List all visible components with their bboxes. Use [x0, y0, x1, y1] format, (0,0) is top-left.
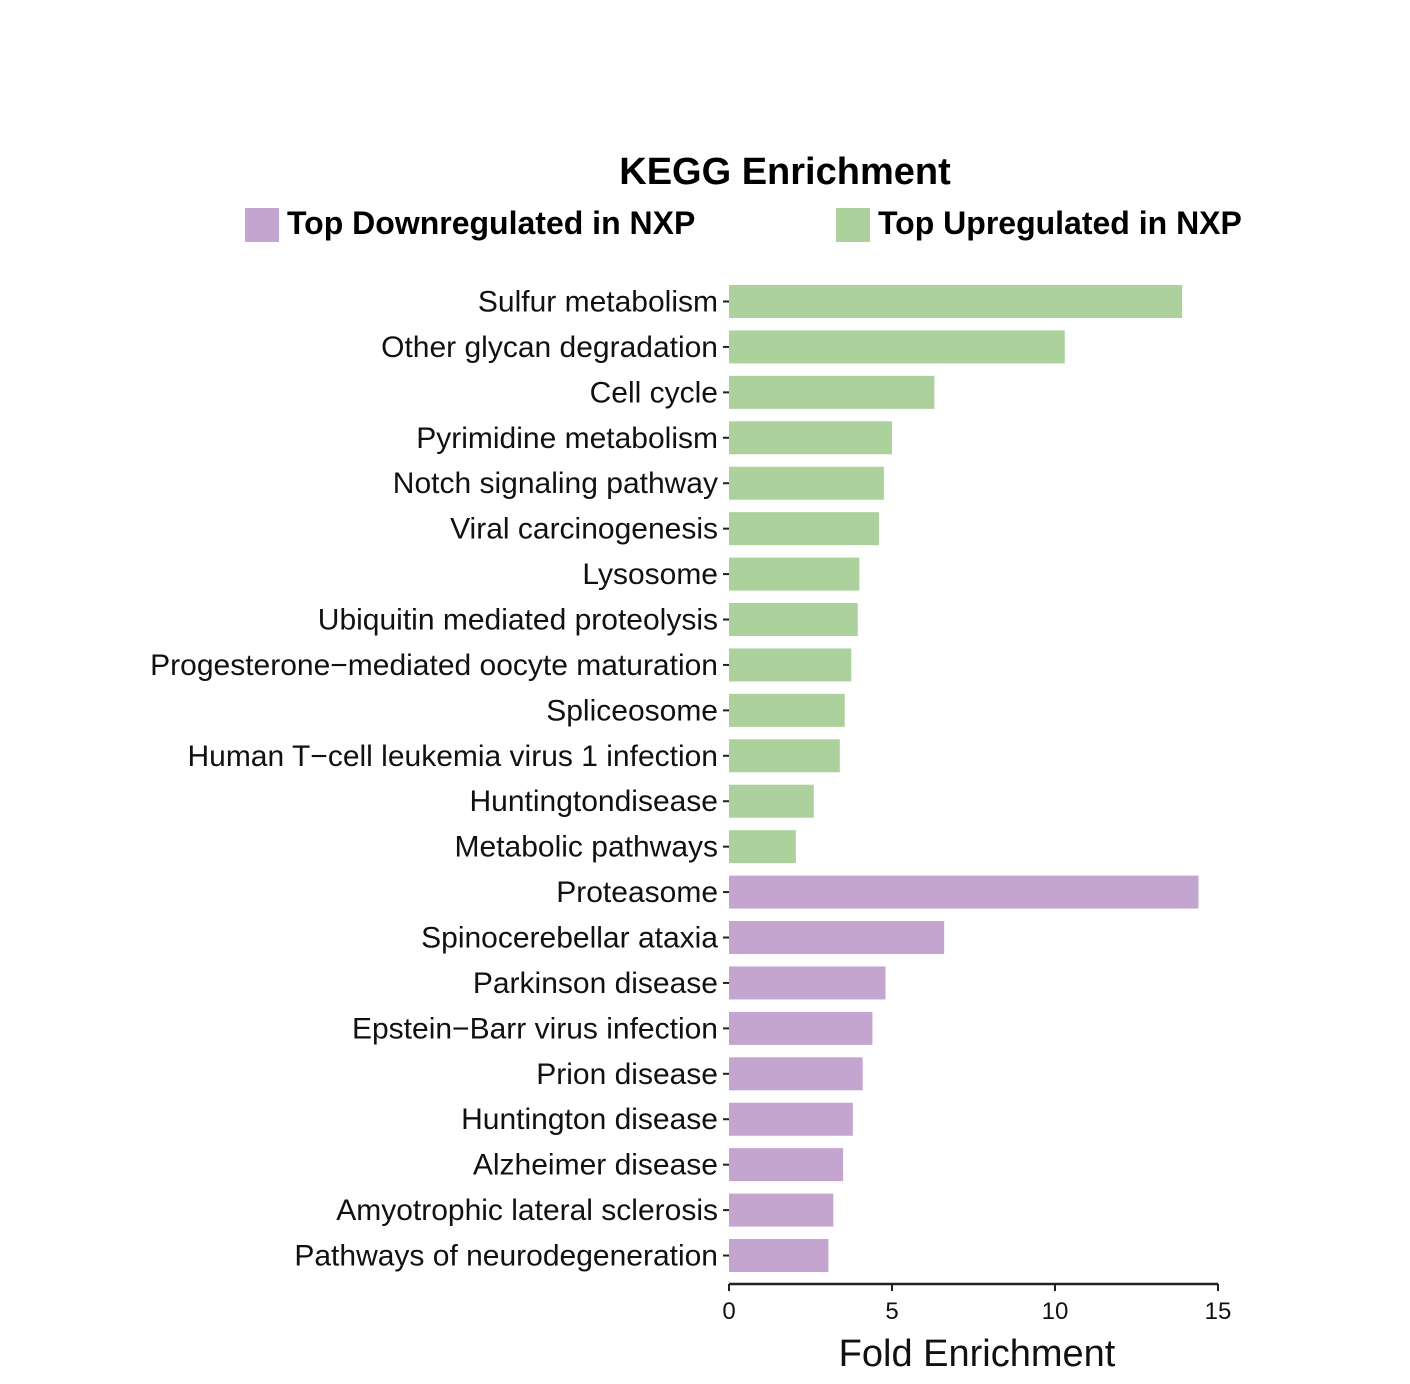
- legend-swatch-down: [245, 208, 279, 242]
- category-label-4: Notch signaling pathway: [393, 467, 718, 500]
- bar-16: [729, 1011, 873, 1045]
- legend-label-up: Top Upregulated in NXP: [878, 205, 1242, 241]
- category-label-7: Ubiquitin mediated proteolysis: [318, 604, 718, 637]
- category-label-1: Other glycan degradation: [381, 331, 718, 364]
- category-label-16: Epstein−Barr virus infection: [352, 1012, 718, 1045]
- bar-1: [729, 330, 1065, 364]
- bar-18: [729, 1102, 853, 1136]
- bar-14: [729, 921, 945, 955]
- category-label-5: Viral carcinogenesis: [450, 513, 718, 546]
- category-label-13: Proteasome: [556, 876, 718, 909]
- bar-19: [729, 1148, 844, 1182]
- category-label-21: Pathways of neurodegeneration: [294, 1240, 718, 1273]
- category-label-6: Lysosome: [582, 558, 718, 591]
- category-label-19: Alzheimer disease: [473, 1149, 718, 1182]
- category-label-14: Spinocerebellar ataxia: [421, 922, 718, 955]
- category-label-8: Progesterone−mediated oocyte maturation: [150, 649, 718, 682]
- bar-21: [729, 1239, 829, 1273]
- category-label-11: Huntingtondisease: [469, 785, 718, 818]
- bar-15: [729, 966, 886, 1000]
- category-label-20: Amyotrophic lateral sclerosis: [336, 1194, 718, 1227]
- bar-6: [729, 557, 860, 591]
- x-tick-label-1: 5: [885, 1298, 898, 1325]
- x-axis: 0 5 10 15: [722, 1282, 1232, 1325]
- x-tick-label-3: 15: [1205, 1298, 1232, 1325]
- bar-8: [729, 648, 852, 682]
- bar-11: [729, 784, 814, 818]
- category-label-12: Metabolic pathways: [455, 831, 718, 864]
- category-label-10: Human T−cell leukemia virus 1 infection: [187, 740, 718, 773]
- legend-swatch-up: [836, 208, 870, 242]
- category-label-17: Prion disease: [536, 1058, 718, 1091]
- bar-2: [729, 375, 935, 409]
- category-labels: Sulfur metabolism Other glycan degradatio…: [150, 286, 729, 1273]
- bar-0: [729, 285, 1183, 318]
- category-label-18: Huntington disease: [461, 1103, 718, 1136]
- category-label-9: Spliceosome: [546, 694, 718, 727]
- bars-group: [729, 285, 1199, 1273]
- chart-title: KEGG Enrichment: [619, 151, 951, 193]
- bar-3: [729, 421, 892, 455]
- bar-12: [729, 830, 796, 864]
- category-label-0: Sulfur metabolism: [478, 286, 718, 319]
- x-tick-label-0: 0: [722, 1298, 735, 1325]
- bar-4: [729, 466, 884, 500]
- bar-9: [729, 693, 845, 727]
- category-label-15: Parkinson disease: [473, 967, 718, 1000]
- bar-20: [729, 1193, 834, 1227]
- legend-label-down: Top Downregulated in NXP: [287, 205, 695, 241]
- category-label-3: Pyrimidine metabolism: [416, 422, 718, 455]
- x-tick-label-2: 10: [1042, 1298, 1069, 1325]
- x-axis-title: Fold Enrichment: [839, 1333, 1116, 1375]
- category-label-2: Cell cycle: [590, 376, 718, 409]
- bar-13: [729, 875, 1199, 909]
- bar-7: [729, 603, 858, 637]
- bar-10: [729, 739, 840, 773]
- bar-17: [729, 1057, 863, 1091]
- bar-5: [729, 512, 879, 546]
